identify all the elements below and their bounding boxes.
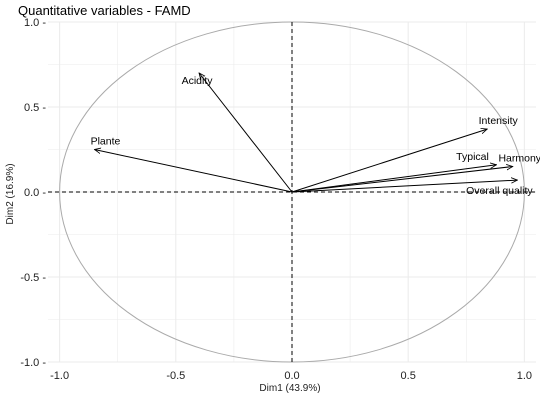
label-acidity: Acidity — [182, 75, 214, 87]
y-tick-label: 0.5 - — [24, 102, 46, 114]
chart-title: Quantitative variables - FAMD — [18, 3, 191, 18]
arrow-plante — [94, 150, 293, 193]
label-typical: Typical — [456, 151, 489, 163]
y-tick-label: -0.5 - — [20, 272, 46, 284]
variable-labels: Acidity Plante Intensity Typical Harmony Over… — [91, 75, 540, 197]
x-axis-title: Dim1 (43.9%) — [259, 383, 320, 394]
arrow-overall-quality — [291, 180, 517, 193]
y-tick-label: 1.0 - — [24, 17, 46, 29]
x-tick-label: 0.5 — [401, 370, 416, 382]
x-tick-label: -1.0 — [50, 370, 69, 382]
y-tick-label: -1.0 - — [20, 357, 46, 369]
label-plante: Plante — [91, 136, 121, 148]
arrow-intensity — [291, 129, 487, 193]
variable-arrows — [94, 73, 517, 193]
y-tick-label: 0.0 - — [24, 187, 46, 199]
arrow-harmony — [291, 167, 513, 193]
tick-labels: -1.0 -0.5 0.0 0.5 1.0 -1.0 - -0.5 - 0.0 - 0.5 - 1… — [20, 17, 532, 382]
x-tick-label: -0.5 — [166, 370, 185, 382]
x-tick-label: 0.0 — [284, 370, 299, 382]
arrow-typical — [291, 165, 496, 193]
arrow-acidity — [199, 73, 293, 193]
label-overall-quality: Overall quality — [466, 185, 533, 197]
label-intensity: Intensity — [479, 115, 519, 127]
y-axis-title: Dim2 (16.9%) — [5, 163, 16, 224]
label-harmony: Harmony — [498, 153, 540, 165]
x-tick-label: 1.0 — [517, 370, 532, 382]
